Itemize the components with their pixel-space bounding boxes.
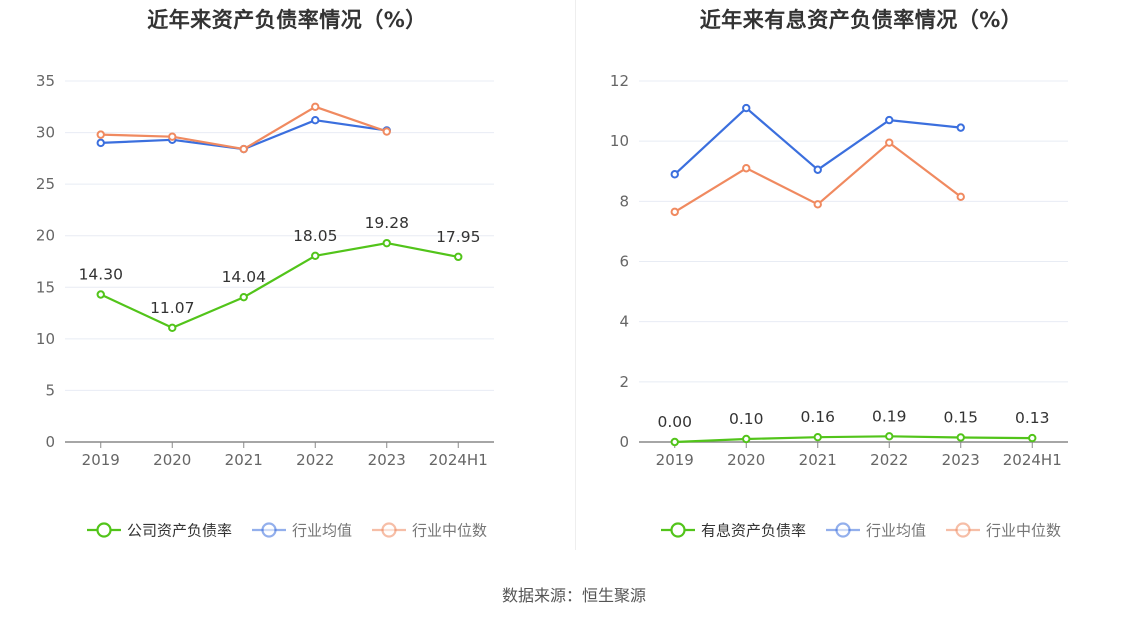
data-label: 0.16	[800, 408, 835, 426]
data-label: 0.00	[657, 413, 692, 431]
data-point	[382, 238, 391, 248]
interest-debt-ratio-chart-panel: 近年来有息资产负债率情况（%） 0 2 4 6 8 10 12 2019 2020 2021 202…	[574, 0, 1148, 560]
data-point	[96, 290, 105, 299]
data-point	[885, 138, 894, 147]
legend-label: 公司资产负债率	[127, 522, 232, 540]
data-point	[885, 432, 894, 441]
data-point	[813, 165, 822, 174]
series-line-2	[100, 105, 388, 151]
x-tick-label: 2024H1	[1003, 451, 1062, 469]
legend-item-2[interactable]: 行业中位数	[946, 522, 1061, 540]
y-tick-label: 4	[619, 313, 629, 331]
data-point	[311, 115, 320, 125]
data-label: 11.07	[150, 299, 194, 317]
debt-ratio-chart: 0 5 10 15 20 25 30 35 2019 2020 2021 2022 2023 2024H1…	[36, 72, 494, 540]
y-tick-label: 5	[45, 381, 55, 399]
data-point	[956, 123, 965, 132]
legend-item-1[interactable]: 行业均值	[826, 522, 926, 540]
series-line-0	[100, 242, 459, 329]
data-point	[239, 144, 248, 154]
legend-label: 行业中位数	[986, 522, 1061, 540]
data-point	[670, 437, 679, 447]
legend-item-1[interactable]: 行业均值	[252, 522, 352, 540]
data-point	[454, 252, 463, 262]
series-line-1	[100, 119, 387, 151]
data-point	[956, 433, 965, 442]
data-point	[742, 103, 751, 113]
data-point	[239, 292, 248, 302]
x-tick-label: 2023	[368, 451, 406, 469]
data-label: 0.10	[729, 410, 764, 428]
series-line-0	[674, 435, 1033, 444]
data-point	[742, 434, 751, 444]
x-tick-label: 2019	[82, 451, 120, 469]
legend-label: 行业均值	[866, 522, 926, 540]
data-label: 18.05	[293, 227, 337, 245]
legend-circle-icon	[670, 522, 686, 538]
data-source-note: 数据来源：恒生聚源	[501, 586, 646, 605]
legend-label: 行业均值	[292, 522, 352, 540]
legend-circle-icon	[261, 522, 277, 538]
data-point	[96, 130, 105, 139]
y-tick-label: 30	[36, 124, 55, 142]
x-tick-label: 2022	[870, 451, 908, 469]
panel-divider	[575, 0, 576, 550]
data-label: 19.28	[365, 214, 409, 232]
legend-circle-icon	[835, 522, 851, 538]
x-tick-label: 2022	[296, 451, 334, 469]
chart-title: 近年来资产负债率情况（%）	[147, 8, 427, 32]
x-tick-label: 2020	[153, 451, 191, 469]
legend-circle-icon	[381, 522, 397, 538]
data-label: 17.95	[436, 228, 480, 246]
y-tick-label: 15	[36, 278, 55, 296]
y-tick-label: 20	[36, 227, 55, 245]
data-point	[311, 251, 320, 261]
chart-title: 近年来有息资产负债率情况（%）	[699, 8, 1023, 32]
y-tick-label: 8	[619, 192, 629, 210]
data-point	[670, 170, 679, 179]
y-tick-label: 0	[45, 433, 55, 451]
data-point	[168, 323, 177, 333]
data-label: 0.13	[1015, 409, 1050, 427]
y-tick-label: 10	[36, 330, 55, 348]
legend-item-2[interactable]: 行业中位数	[372, 522, 487, 540]
legend-label: 有息资产负债率	[701, 522, 806, 540]
x-tick-label: 2019	[656, 451, 694, 469]
y-tick-label: 12	[610, 72, 629, 90]
legend-item-0[interactable]: 公司资产负债率	[87, 522, 232, 540]
x-tick-label: 2021	[799, 451, 837, 469]
x-tick-label: 2020	[727, 451, 765, 469]
data-point	[956, 192, 965, 202]
data-label: 0.15	[943, 408, 978, 426]
x-tick-label: 2021	[225, 451, 263, 469]
interest-debt-ratio-chart: 0 2 4 6 8 10 12 2019 2020 2021 2022 2023 2024H1 0.00 0…	[610, 72, 1068, 540]
data-point	[311, 102, 320, 111]
data-point	[813, 432, 822, 442]
data-point	[813, 200, 822, 209]
x-tick-label: 2024H1	[429, 451, 488, 469]
data-point	[382, 127, 391, 136]
y-tick-label: 35	[36, 72, 55, 90]
data-point	[885, 115, 894, 125]
x-tick-label: 2023	[942, 451, 980, 469]
legend-label: 行业中位数	[412, 522, 487, 540]
data-point	[168, 132, 177, 141]
legend-circle-icon	[955, 522, 971, 538]
debt-ratio-chart-panel: 近年来资产负债率情况（%） 0 5 10 15 20 25 30 35 2019 2020 2021…	[0, 0, 574, 560]
data-point	[96, 138, 105, 148]
legend-circle-icon	[96, 522, 112, 538]
y-tick-label: 6	[619, 253, 629, 271]
data-point	[670, 207, 679, 217]
y-tick-label: 0	[619, 433, 629, 451]
data-label: 0.19	[872, 407, 907, 425]
y-tick-label: 2	[619, 373, 629, 391]
data-label: 14.04	[222, 268, 266, 286]
data-point	[1028, 433, 1037, 443]
data-point	[742, 164, 751, 173]
y-tick-label: 10	[610, 132, 629, 150]
data-label: 14.30	[79, 266, 123, 284]
legend-item-0[interactable]: 有息资产负债率	[661, 522, 806, 540]
y-tick-label: 25	[36, 175, 55, 193]
